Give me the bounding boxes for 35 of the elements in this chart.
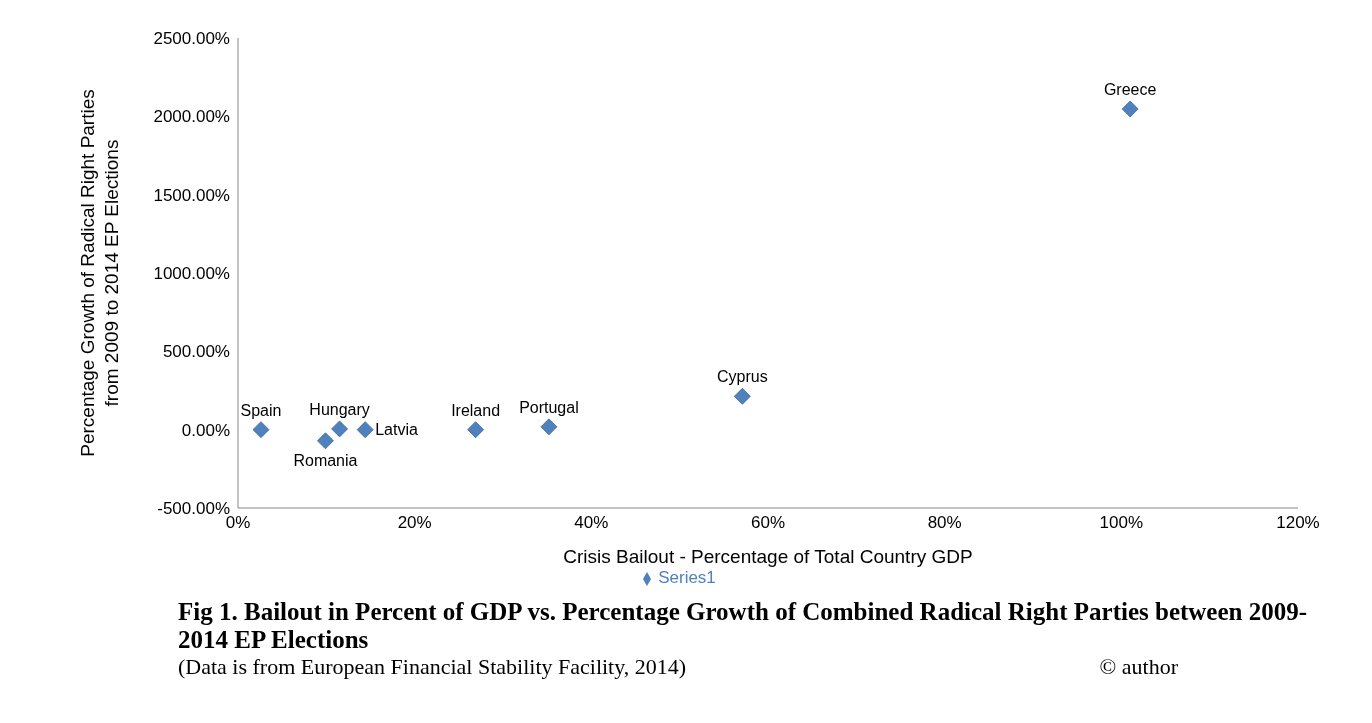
x-tick-label: 100% [1099,513,1144,533]
text: Fig 1. Bailout in Percent of GDP vs. Percentage Growth of Combined Radical Right Parties between 2009-2014 EP Elections [178,598,1309,654]
annotation: Portugal [519,398,579,416]
annotation: Cyprus [717,368,768,386]
legend-label: Series1 [658,568,716,587]
y-tick-label: 1000.00% [153,264,230,284]
point [1121,100,1139,118]
y-tick-label: 2000.00% [153,107,230,127]
x-axis-title: Crisis Bailout - Percentage of Total Country GDP [563,546,973,567]
text: (Data is from European Financial Stability Facility, 2014) [178,654,687,680]
annotation: Ireland [451,401,501,419]
y-axis-title: Percentage Growth of Radical Right Parties from 2009 to 2014 EP Elections [77,89,122,457]
point [467,421,485,439]
x-tick-label: 0% [225,513,251,533]
y-tick-label: 0.00% [181,420,230,440]
annotation: Hungary [309,400,370,418]
y-tick-label: 500.00% [162,342,230,362]
point [356,421,374,439]
point [540,418,558,436]
annotation: Latvia [375,421,418,439]
text: © author [1099,654,1178,680]
point [331,420,348,438]
point [733,387,751,405]
x-tick-label: 120% [1276,513,1320,533]
y-tick-label: 1500.00% [153,185,230,205]
x-tick-label: 20% [397,513,432,533]
y-tick-label: 2500.00% [153,29,230,49]
annotation: Greece [1103,80,1157,98]
x-tick-label: 80% [927,513,962,533]
annotation: Romania [293,452,358,470]
point [252,421,270,439]
point [317,432,334,450]
annotation: Spain [240,401,282,419]
x-tick-label: 40% [574,513,609,533]
x-tick-label: 60% [750,513,786,533]
